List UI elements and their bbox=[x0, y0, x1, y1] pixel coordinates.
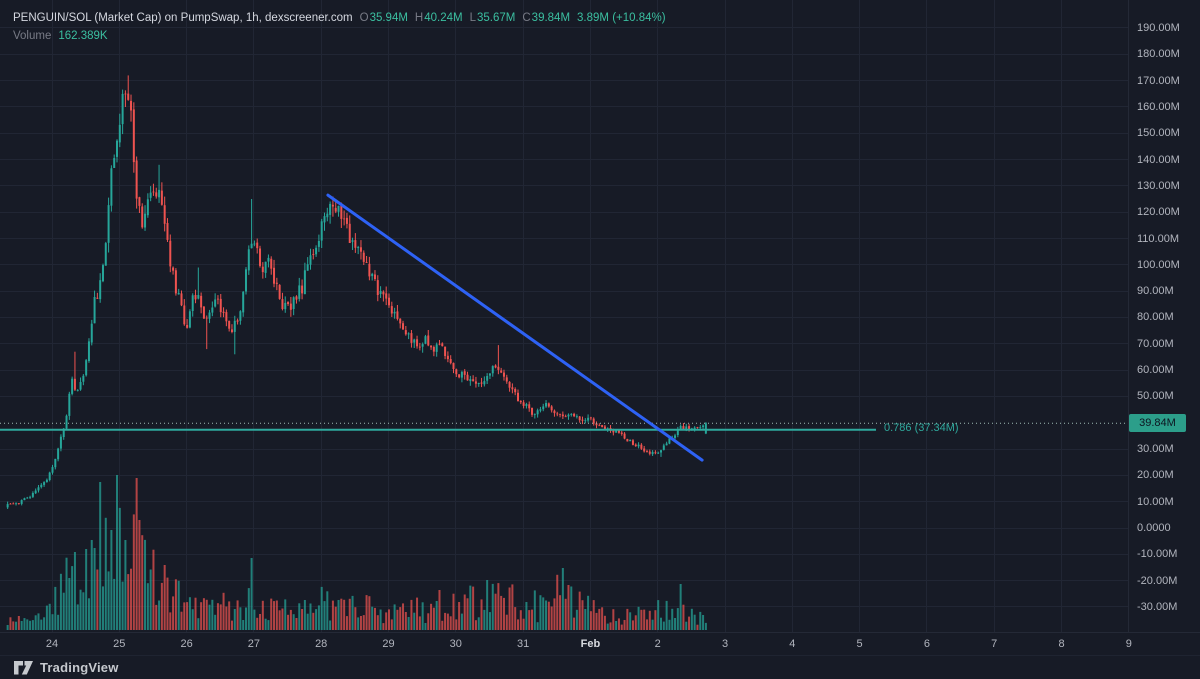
low-value: 35.67M bbox=[477, 11, 516, 24]
price-tick-label: 30.00M bbox=[1137, 443, 1174, 456]
trendline[interactable] bbox=[326, 193, 704, 462]
close-label: C bbox=[522, 11, 531, 24]
tradingview-logo-icon[interactable] bbox=[14, 660, 33, 675]
time-tick-label: 4 bbox=[789, 638, 796, 650]
price-tick-label: 50.00M bbox=[1137, 390, 1174, 403]
time-tick-label: 28 bbox=[315, 638, 328, 650]
price-tick-label: 70.00M bbox=[1137, 337, 1174, 350]
price-tick-label: 110.00M bbox=[1137, 232, 1179, 245]
price-tick-label: -10.00M bbox=[1137, 548, 1178, 561]
tradingview-brand[interactable]: TradingView bbox=[40, 660, 119, 675]
price-tick-label: 100.00M bbox=[1137, 258, 1180, 271]
time-axis[interactable]: 24 25 26 27 28 29 30 31 Feb 2 3 4 5 6 7 8 9 bbox=[0, 632, 1200, 655]
chart-legend: PENGUIN/SOL (Market Cap) on PumpSwap, 1h… bbox=[13, 10, 666, 46]
volume-label: Volume bbox=[13, 29, 52, 42]
time-tick-label: 5 bbox=[856, 638, 863, 650]
fib-level-label[interactable]: 0.786 (37.34M) bbox=[884, 421, 959, 434]
price-axis[interactable]: 190.00M 180.00M 170.00M 160.00M 150.00M 140.0… bbox=[1128, 0, 1200, 632]
chart-canvas[interactable] bbox=[0, 0, 1128, 632]
close-value: 39.84M bbox=[531, 11, 571, 24]
price-tick-label: 130.00M bbox=[1137, 179, 1180, 192]
current-price-badge: 39.84M bbox=[1129, 414, 1186, 433]
change-value: 3.89M (+10.84%) bbox=[577, 11, 666, 24]
footer-bar: TradingView bbox=[0, 655, 1200, 679]
time-tick-label: 24 bbox=[45, 638, 59, 650]
price-tick-label: 180.00M bbox=[1137, 48, 1180, 61]
high-value: 40.24M bbox=[424, 11, 463, 24]
time-tick-label: Feb bbox=[580, 638, 601, 650]
time-tick-label: 26 bbox=[180, 638, 193, 650]
price-tick-label: 160.00M bbox=[1137, 100, 1180, 113]
time-tick-label: 31 bbox=[516, 638, 530, 650]
symbol-title[interactable]: PENGUIN/SOL (Market Cap) on PumpSwap, 1h… bbox=[13, 11, 353, 24]
price-tick-label: 0.0000 bbox=[1137, 522, 1171, 534]
time-tick-label: 3 bbox=[721, 638, 729, 650]
time-tick-label: 8 bbox=[1058, 638, 1065, 650]
price-tick-label: 140.00M bbox=[1137, 153, 1180, 166]
price-tick-label: 60.00M bbox=[1137, 364, 1174, 377]
open-value: 35.94M bbox=[369, 11, 408, 24]
chart-pane[interactable]: 0.786 (37.34M) bbox=[0, 0, 1128, 632]
price-tick-label: 10.00M bbox=[1137, 495, 1174, 508]
price-tick-label: -30.00M bbox=[1137, 600, 1178, 613]
time-tick-label: 9 bbox=[1125, 638, 1132, 650]
price-tick-label: -20.00M bbox=[1137, 574, 1178, 587]
time-tick-label: 6 bbox=[923, 638, 930, 650]
volume-value: 162.389K bbox=[58, 29, 108, 42]
price-tick-label: 20.00M bbox=[1137, 469, 1174, 482]
time-tick-label: 25 bbox=[113, 638, 126, 650]
time-tick-label: 27 bbox=[247, 638, 261, 650]
price-tick-label: 120.00M bbox=[1137, 206, 1180, 219]
high-label: H bbox=[414, 11, 424, 24]
price-tick-label: 80.00M bbox=[1137, 311, 1174, 324]
time-tick-label: 29 bbox=[382, 638, 395, 650]
time-tick-label: 30 bbox=[449, 638, 462, 650]
open-label: O bbox=[359, 11, 369, 24]
low-label: L bbox=[469, 11, 476, 24]
time-tick-label: 7 bbox=[991, 638, 998, 650]
price-tick-label: 190.00M bbox=[1137, 21, 1180, 34]
price-tick-label: 150.00M bbox=[1137, 127, 1180, 140]
price-tick-label: 170.00M bbox=[1137, 74, 1180, 87]
price-tick-label: 90.00M bbox=[1137, 285, 1174, 298]
time-tick-label: 2 bbox=[654, 638, 661, 650]
